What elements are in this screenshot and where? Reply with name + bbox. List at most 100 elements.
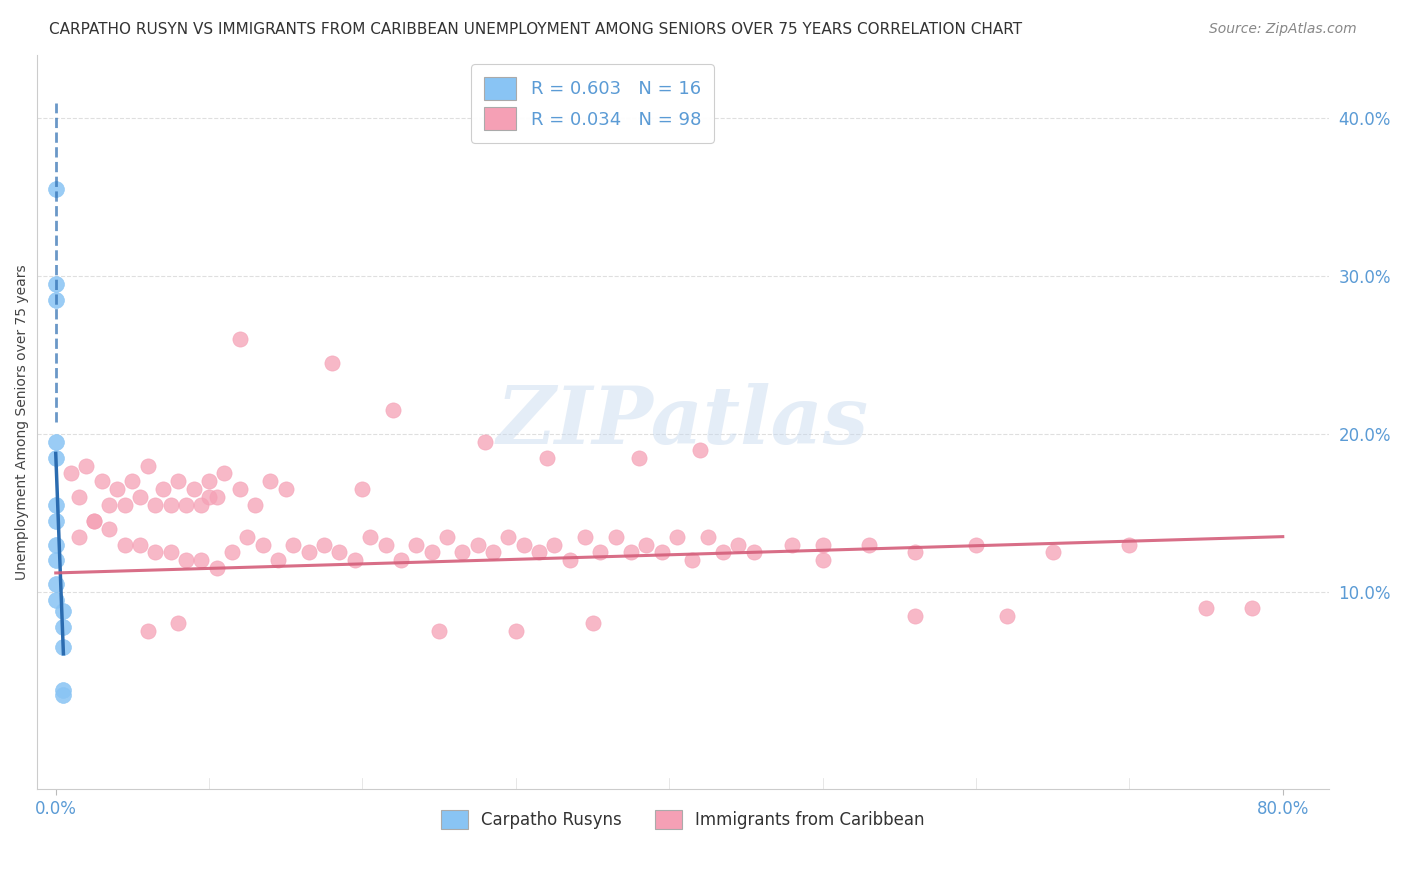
Point (505, 624, 527, 639)
Point (45, 592, 67, 607)
Point (205, 561, 228, 575)
Point (328, 545, 350, 559)
Point (45, 434, 67, 449)
Point (174, 498, 197, 512)
Point (159, 545, 181, 559)
Point (190, 553, 212, 567)
Point (45, 293, 67, 307)
Point (167, 616, 190, 631)
Point (252, 537, 274, 551)
Point (374, 537, 396, 551)
Point (98, 522, 121, 536)
Point (451, 545, 474, 559)
Point (267, 553, 290, 567)
Point (229, 332, 252, 346)
Point (198, 490, 221, 504)
Point (221, 545, 243, 559)
Point (636, 537, 658, 551)
Point (727, 537, 749, 551)
Point (780, 537, 803, 551)
Point (581, 616, 603, 631)
Point (436, 530, 458, 544)
Text: CARPATHO RUSYN VS IMMIGRANTS FROM CARIBBEAN UNEMPLOYMENT AMONG SENIORS OVER 75 Y: CARPATHO RUSYN VS IMMIGRANTS FROM CARIBB… (49, 22, 1022, 37)
Point (1241, 600, 1264, 615)
Point (45, 514, 67, 528)
Point (665, 530, 688, 544)
Point (52, 688, 75, 702)
Point (904, 608, 927, 623)
Point (904, 545, 927, 559)
Point (620, 545, 643, 559)
Point (45, 553, 67, 567)
Point (136, 458, 159, 473)
Point (121, 475, 143, 489)
Point (167, 475, 190, 489)
Point (496, 530, 519, 544)
Point (52, 682, 75, 697)
Point (190, 498, 212, 512)
Point (229, 483, 252, 497)
Point (427, 624, 450, 639)
Point (45, 498, 67, 512)
Point (45, 577, 67, 591)
Point (420, 545, 443, 559)
Point (995, 608, 1018, 623)
Point (83, 514, 105, 528)
Point (145, 498, 167, 512)
Point (1042, 545, 1064, 559)
Point (45, 537, 67, 551)
Point (543, 537, 565, 551)
Point (352, 483, 374, 497)
Point (965, 537, 987, 551)
Text: ZIPatlas: ZIPatlas (496, 384, 869, 461)
Point (811, 537, 834, 551)
Point (67, 490, 90, 504)
Point (1195, 600, 1218, 615)
Point (558, 553, 581, 567)
Point (283, 537, 305, 551)
Point (314, 537, 336, 551)
Point (136, 624, 159, 639)
Point (152, 483, 174, 497)
Point (67, 530, 90, 544)
Point (321, 356, 343, 370)
Y-axis label: Unemployment Among Seniors over 75 years: Unemployment Among Seniors over 75 years (15, 264, 30, 580)
Point (1118, 537, 1140, 551)
Point (60, 467, 83, 481)
Point (527, 545, 550, 559)
Point (405, 537, 427, 551)
Point (174, 553, 197, 567)
Point (681, 553, 703, 567)
Point (52, 604, 75, 618)
Point (198, 475, 221, 489)
Point (605, 530, 627, 544)
Point (159, 498, 181, 512)
Point (482, 545, 505, 559)
Point (259, 475, 281, 489)
Point (45, 450, 67, 465)
Point (52, 640, 75, 654)
Point (627, 450, 650, 465)
Point (298, 545, 321, 559)
Point (689, 442, 711, 457)
Point (214, 467, 236, 481)
Point (651, 545, 673, 559)
Point (129, 490, 152, 504)
Point (536, 450, 558, 465)
Point (98, 498, 121, 512)
Point (382, 403, 405, 417)
Point (52, 619, 75, 633)
Point (75, 458, 97, 473)
Point (343, 553, 366, 567)
Point (711, 545, 734, 559)
Point (83, 514, 105, 528)
Point (696, 530, 718, 544)
Point (236, 530, 259, 544)
Point (45, 182, 67, 196)
Point (742, 545, 765, 559)
Point (858, 537, 880, 551)
Point (359, 530, 381, 544)
Point (114, 537, 136, 551)
Point (589, 545, 612, 559)
Point (183, 483, 205, 497)
